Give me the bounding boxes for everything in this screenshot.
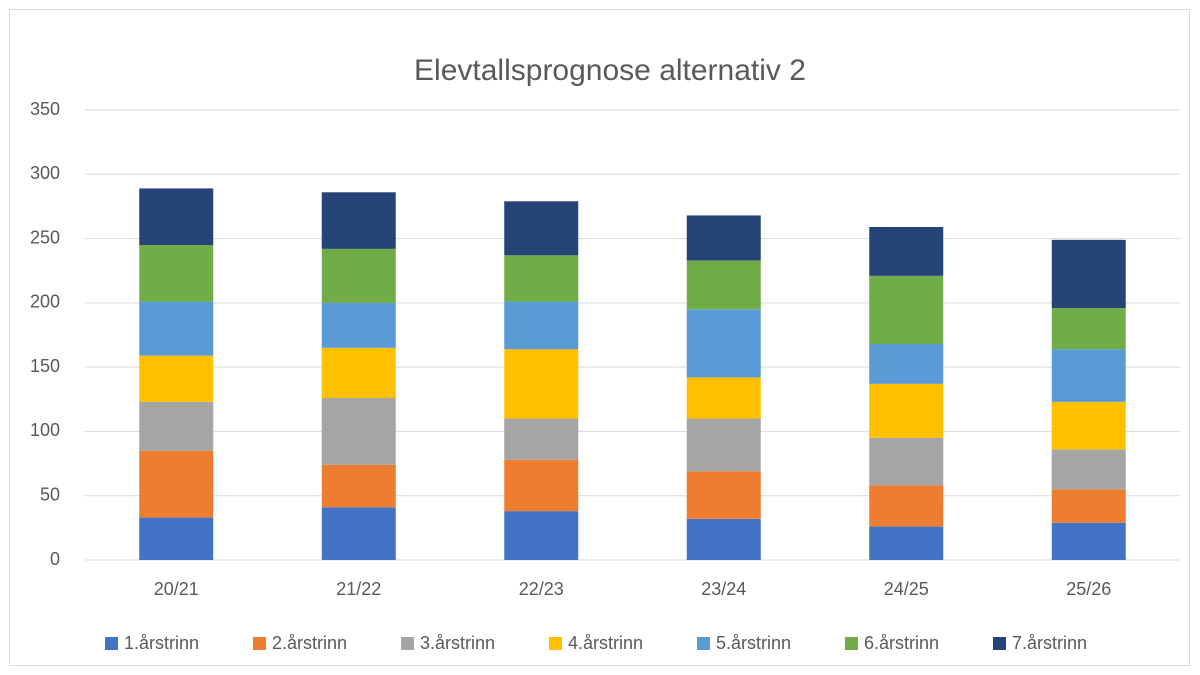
bar-segment xyxy=(504,255,579,302)
legend-label: 5.årstrinn xyxy=(716,633,791,653)
bar-segment xyxy=(139,517,214,560)
legend-swatch xyxy=(993,637,1006,650)
bar-segment xyxy=(686,377,761,419)
bar-segment xyxy=(321,248,396,303)
bar-segment xyxy=(321,464,396,508)
bar-segment xyxy=(1051,522,1126,560)
bar-segment xyxy=(1051,349,1126,402)
bar-segment xyxy=(321,347,396,398)
legend-swatch xyxy=(401,637,414,650)
bar-segment xyxy=(869,227,944,276)
y-tick-label: 250 xyxy=(30,227,60,247)
bar-segment xyxy=(1051,308,1126,350)
bar-segment xyxy=(686,418,761,472)
bar-segment xyxy=(1051,489,1126,523)
bar-segment xyxy=(139,188,214,245)
y-tick-label: 300 xyxy=(30,163,60,183)
bar-segment xyxy=(139,401,214,451)
bar-segment xyxy=(869,437,944,486)
x-tick-label: 22/23 xyxy=(519,579,564,599)
y-tick-label: 0 xyxy=(50,549,60,569)
legend-label: 7.årstrinn xyxy=(1012,633,1087,653)
bar-segment xyxy=(686,518,761,560)
legend-label: 3.årstrinn xyxy=(420,633,495,653)
bar-segment xyxy=(869,526,944,560)
x-tick-label: 25/26 xyxy=(1066,579,1111,599)
y-tick-label: 150 xyxy=(30,356,60,376)
bar-segment xyxy=(686,309,761,378)
y-tick-label: 100 xyxy=(30,420,60,440)
legend-swatch xyxy=(845,637,858,650)
bar-segment xyxy=(504,349,579,419)
bar-segment xyxy=(321,398,396,465)
bar-segment xyxy=(686,260,761,310)
legend-label: 4.årstrinn xyxy=(568,633,643,653)
legend-label: 6.årstrinn xyxy=(864,633,939,653)
y-tick-label: 200 xyxy=(30,292,60,312)
legend-swatch xyxy=(549,637,562,650)
bar-segment xyxy=(504,201,579,256)
bar-segment xyxy=(321,302,396,348)
chart-title: Elevtallsprognose alternativ 2 xyxy=(414,54,806,87)
legend-swatch xyxy=(697,637,710,650)
bar-segment xyxy=(321,507,396,560)
bar-segment xyxy=(139,301,214,356)
bar-segment xyxy=(504,301,579,350)
x-tick-label: 24/25 xyxy=(884,579,929,599)
bar-segment xyxy=(869,275,944,344)
legend-swatch xyxy=(105,637,118,650)
y-tick-label: 350 xyxy=(30,99,60,119)
bar-segment xyxy=(686,471,761,519)
x-tick-label: 23/24 xyxy=(701,579,746,599)
bar-segment xyxy=(1051,449,1126,490)
bar-segment xyxy=(869,383,944,438)
legend-label: 2.årstrinn xyxy=(272,633,347,653)
x-tick-label: 21/22 xyxy=(336,579,381,599)
bar-segment xyxy=(1051,401,1126,450)
bar-segment xyxy=(504,418,579,460)
bar-segment xyxy=(504,459,579,512)
bar-segment xyxy=(869,485,944,527)
legend-swatch xyxy=(253,637,266,650)
bar-segment xyxy=(321,192,396,249)
bar-segment xyxy=(1051,239,1126,308)
bar-segment xyxy=(504,511,579,560)
y-tick-label: 50 xyxy=(40,484,60,504)
bar-segment xyxy=(139,245,214,302)
bar-segment xyxy=(139,355,214,402)
x-tick-label: 20/21 xyxy=(154,579,199,599)
bar-segment xyxy=(686,215,761,261)
bar-segment xyxy=(139,450,214,518)
bar-segment xyxy=(869,344,944,384)
legend-label: 1.årstrinn xyxy=(124,633,199,653)
